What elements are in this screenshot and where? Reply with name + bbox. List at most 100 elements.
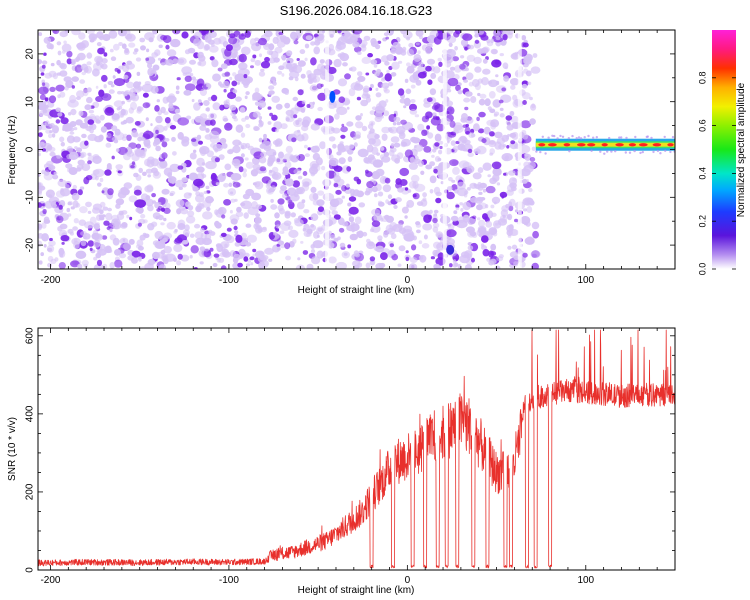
spectrogram-speckle — [523, 208, 528, 212]
spectrogram-speckle — [230, 198, 236, 203]
spectrogram-speckle — [199, 88, 207, 97]
spectrogram-speckle — [390, 143, 395, 147]
spectrogram-speckle — [224, 243, 228, 248]
spectrogram-speckle — [145, 117, 149, 122]
spectrogram-speckle — [147, 156, 155, 164]
spectrogram-speckle — [474, 39, 480, 44]
spectrogram-speckle — [361, 93, 369, 99]
signal-band-fringe — [575, 137, 578, 140]
spectrogram-speckle — [491, 59, 502, 68]
spectrogram-speckle — [404, 78, 409, 83]
spectrogram-speckle — [196, 157, 205, 167]
spectrogram-speckle — [267, 106, 272, 110]
spectrogram-speckle — [58, 204, 63, 210]
spectrogram-speckle — [214, 147, 219, 153]
signal-band-fringe — [656, 149, 660, 153]
spectrogram-speckle — [206, 83, 210, 88]
spectrogram-speckle — [117, 90, 122, 95]
spectrogram-speckle — [235, 234, 243, 243]
spectrogram-speckle — [152, 30, 159, 35]
spectrogram-speckle — [147, 258, 156, 266]
spectrogram-speckle — [284, 90, 290, 96]
spectrogram-speckle — [274, 212, 280, 219]
spectrogram-speckle — [268, 91, 273, 96]
spectrogram-speckle — [281, 55, 287, 60]
spectrogram-speckle — [496, 182, 501, 186]
snr-panel: -200 -100 0 100 0 200 400 600 Height of straig… — [7, 327, 676, 596]
spectrogram-speckle — [166, 49, 177, 57]
spectrogram-speckle — [240, 153, 245, 158]
spectrogram-speckle — [245, 142, 251, 149]
spectrogram-speckle — [48, 146, 56, 153]
spectrogram-speckle — [525, 221, 531, 227]
spectrogram-speckle — [381, 126, 391, 134]
spectrogram-speckle — [485, 220, 493, 228]
spectrogram-speckle — [381, 106, 386, 111]
spectrogram-speckle — [243, 212, 249, 219]
spectrogram-speckle — [197, 51, 204, 59]
spectrogram-speckle — [57, 50, 62, 56]
spectrogram-speckle — [205, 160, 217, 170]
spectrogram-speckle — [213, 37, 222, 45]
spectrogram-speckle — [404, 149, 413, 158]
spectrogram-speckle — [417, 50, 421, 55]
spectrogram-speckle — [481, 77, 489, 86]
spectrogram-speckle — [107, 80, 114, 86]
spectrogram-speckle — [86, 52, 93, 59]
spectrogram-speckle — [313, 231, 320, 239]
spectrogram-speckle — [446, 191, 455, 200]
spectrogram-speckle — [493, 111, 500, 116]
spectrogram-speckle — [435, 249, 441, 254]
spectrogram-speckle — [200, 227, 205, 233]
spectrogram-speckle — [350, 131, 357, 138]
spectrogram-speckle — [320, 34, 325, 39]
spectrogram-speckle — [85, 125, 92, 131]
spectrogram-speckle — [510, 115, 519, 124]
y-tick-label: -20 — [25, 237, 36, 252]
spectrogram-speckle — [69, 131, 75, 135]
spectrogram-speckle — [142, 219, 148, 224]
spectrogram-speckle — [490, 243, 497, 251]
spectrogram-speckle — [275, 103, 283, 110]
y-tick-label: 0 — [25, 567, 36, 573]
spectrogram-speckle — [199, 246, 206, 251]
spectrogram-speckle — [484, 204, 489, 209]
spectrogram-speckle — [370, 122, 374, 126]
spectrogram-speckle — [38, 152, 41, 157]
spectrogram-speckle — [83, 235, 87, 240]
spectrogram-speckle — [75, 250, 87, 259]
spectrogram-speckle — [494, 265, 501, 269]
spectrogram-speckle — [312, 240, 324, 249]
spectrogram-speckle — [84, 140, 89, 146]
x-tick-label: -100 — [219, 575, 239, 586]
spectrogram-speckle — [432, 66, 441, 74]
spectrogram-speckle — [176, 208, 182, 215]
spectrogram-speckle — [285, 117, 290, 122]
spectrogram-speckle — [371, 146, 379, 155]
spectrogram-speckle — [42, 108, 48, 114]
spectrogram-speckle — [67, 213, 72, 217]
spectrogram-speckle — [348, 196, 357, 202]
spectrogram-speckle — [151, 52, 159, 58]
spectrogram-speckle — [158, 44, 163, 49]
spectrogram-speckle — [83, 176, 90, 185]
spectrogram-speckle — [88, 109, 95, 114]
spectrogram-speckle — [193, 38, 201, 47]
spectrogram-speckle — [430, 256, 435, 260]
spectrogram-speckle — [468, 132, 475, 139]
spectrogram-speckle — [261, 140, 272, 150]
spectrogram-speckle — [498, 99, 504, 104]
spectrogram-speckle — [382, 110, 390, 117]
spectrogram-speckle — [433, 213, 438, 217]
spectrogram-speckle — [458, 160, 470, 169]
spectrogram-speckle — [244, 157, 249, 161]
spectrogram-speckle — [449, 263, 453, 268]
spectrogram-speckle — [99, 209, 104, 215]
spectrogram-speckle — [238, 53, 247, 63]
spectrogram-speckle — [396, 121, 401, 126]
spectrogram-speckle — [113, 43, 120, 51]
spectrogram-speckle — [523, 56, 532, 65]
spectrogram-speckle — [250, 57, 256, 63]
spectrogram-speckle — [92, 154, 100, 160]
spectrogram-speckle — [100, 126, 107, 133]
